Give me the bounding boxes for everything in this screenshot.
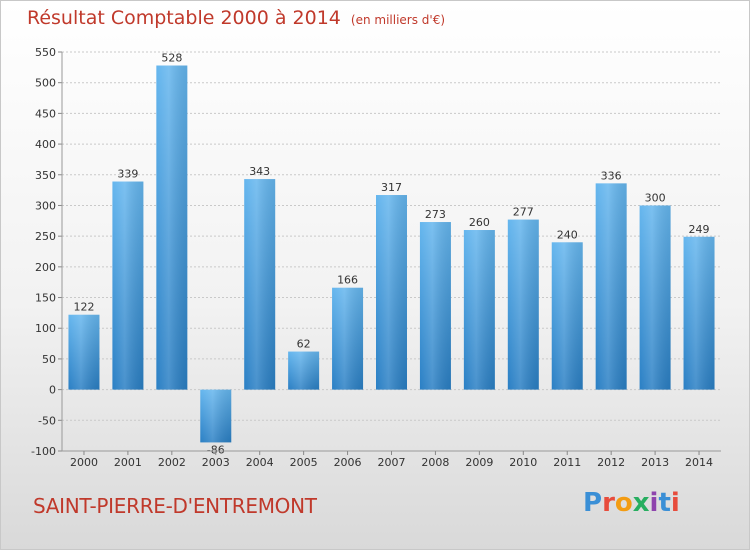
x-tick-label: 2014 xyxy=(685,456,713,469)
y-tick-label: 150 xyxy=(35,292,56,305)
chart-subtitle: (en milliers d'€) xyxy=(350,13,446,27)
bar-value-label: 62 xyxy=(297,338,311,351)
y-tick-label: 500 xyxy=(35,77,56,90)
x-tick-label: 2009 xyxy=(465,456,493,469)
bar-shade xyxy=(288,351,320,390)
logo-letter: x xyxy=(632,488,650,518)
bar-shade xyxy=(200,389,232,443)
chart-title-text: Résultat Comptable 2000 à 2014 xyxy=(27,7,341,29)
logo-letter: i xyxy=(670,488,680,518)
bar-value-label: 166 xyxy=(337,274,358,287)
x-tick-label: 2000 xyxy=(70,456,98,469)
logo-letter: t xyxy=(658,488,671,518)
bar-shade xyxy=(332,287,364,390)
x-tick-label: 2001 xyxy=(114,456,142,469)
x-tick-label: 2005 xyxy=(290,456,318,469)
chart-title: Résultat Comptable 2000 à 2014 (en millie… xyxy=(27,7,445,29)
bar-value-label: 339 xyxy=(117,168,138,181)
bar-value-label: -86 xyxy=(207,443,225,456)
bar-shade xyxy=(244,179,276,390)
x-tick-label: 2002 xyxy=(158,456,186,469)
bar-shade xyxy=(419,222,451,390)
bar-value-label: 317 xyxy=(381,181,402,194)
bar-value-label: 240 xyxy=(557,228,578,241)
commune-name: SAINT-PIERRE-D'ENTREMONT xyxy=(33,494,317,518)
x-axis: 2000 2001 2002 2003 2004 2005 2006 2007 2008 2009… xyxy=(62,450,721,469)
bar-value-label: 122 xyxy=(73,301,94,314)
bar-shade xyxy=(68,314,100,390)
bar-shade xyxy=(595,183,627,390)
logo-letter: i xyxy=(649,488,659,518)
x-tick-label: 2012 xyxy=(597,456,625,469)
bar-shade xyxy=(683,236,715,390)
y-axis: -100 -50 0 50 100 150 200 250 300 350 400 450 500 550 xyxy=(31,46,63,458)
y-tick-label: 50 xyxy=(42,353,56,366)
bar-value-label: 528 xyxy=(161,52,182,65)
bar-shade xyxy=(551,242,583,390)
bar-shade xyxy=(376,195,407,390)
x-tick-label: 2006 xyxy=(334,456,362,469)
bar-shade xyxy=(639,205,671,390)
x-tick-label: 2011 xyxy=(553,456,581,469)
y-tick-label: -50 xyxy=(38,414,56,427)
y-tick-label: 450 xyxy=(35,107,56,120)
logo-letter: P xyxy=(583,488,603,518)
bar-shade xyxy=(507,219,539,390)
bar-value-label: 249 xyxy=(689,223,710,236)
y-tick-label: 100 xyxy=(35,322,56,335)
x-tick-label: 2008 xyxy=(421,456,449,469)
logo-letter: o xyxy=(614,488,633,518)
x-tick-label: 2007 xyxy=(378,456,406,469)
bar-value-label: 273 xyxy=(425,208,446,221)
bars: 122 339 528 -86 343 62 166 317 273 260 277 240 336 30… xyxy=(68,52,715,456)
bar-value-label: 343 xyxy=(249,165,270,178)
x-tick-label: 2013 xyxy=(641,456,669,469)
x-tick-label: 2004 xyxy=(246,456,274,469)
y-tick-label: 0 xyxy=(49,384,56,397)
bar-value-label: 277 xyxy=(513,206,534,219)
logo-letter: r xyxy=(602,488,615,518)
y-tick-label: 400 xyxy=(35,138,56,151)
x-tick-label: 2003 xyxy=(202,456,230,469)
y-tick-label: 250 xyxy=(35,230,56,243)
y-tick-label: 350 xyxy=(35,169,56,182)
bar-shade xyxy=(112,181,144,390)
bar-value-label: 260 xyxy=(469,216,490,229)
y-tick-label: 200 xyxy=(35,261,56,274)
bar-value-label: 336 xyxy=(601,169,622,182)
bar-value-label: 300 xyxy=(645,191,666,204)
bar-shade xyxy=(156,65,188,390)
y-tick-label: 550 xyxy=(35,46,56,59)
y-tick-label: 300 xyxy=(35,199,56,212)
proxiti-logo[interactable]: Proxiti xyxy=(583,488,680,518)
x-tick-label: 2010 xyxy=(509,456,537,469)
bar-shade xyxy=(463,230,495,390)
y-tick-label: -100 xyxy=(31,445,56,458)
